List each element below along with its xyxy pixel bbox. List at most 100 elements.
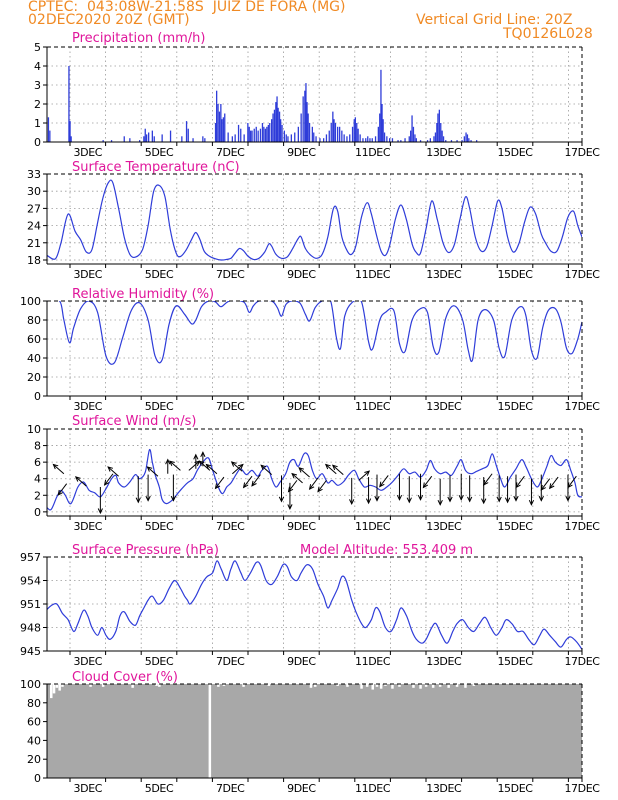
precip-bar — [437, 113, 439, 142]
y-tick-label: 33 — [27, 168, 41, 181]
wind-arrow-head — [567, 482, 573, 489]
y-tick-label: 6 — [34, 456, 41, 469]
y-tick-label: 40 — [27, 352, 41, 365]
x-tick-label: 17DEC — [564, 782, 600, 795]
x-tick-label: 3DEC — [74, 782, 103, 795]
precip-bar — [275, 102, 277, 142]
panel-title: Cloud Cover (%) — [72, 670, 178, 685]
precip-bar — [277, 107, 279, 142]
y-tick-label: 100 — [20, 678, 41, 691]
wind-arrow-head — [242, 482, 249, 489]
cloud-cover-gap — [155, 684, 158, 686]
cloud-cover-gap — [419, 684, 422, 689]
precip-bar — [281, 124, 283, 142]
cloud-cover-gap — [379, 684, 383, 689]
precip-bar — [266, 126, 268, 142]
y-tick-label: 80 — [27, 314, 41, 327]
wind-arrow-head — [365, 498, 372, 505]
precip-bar — [438, 109, 440, 142]
wind-arrow-head — [146, 466, 153, 472]
precip-bar — [359, 134, 361, 142]
precip-bar — [222, 117, 224, 142]
wind-arrow-head — [57, 489, 63, 496]
wind-arrow — [309, 477, 319, 490]
wind-arrow-head — [349, 499, 355, 506]
precip-bar — [377, 126, 379, 142]
precip-bar — [220, 104, 222, 142]
cloud-cover-gap — [336, 684, 339, 686]
x-tick-label: 5DEC — [145, 400, 174, 413]
precip-bar — [250, 130, 252, 142]
precip-bar — [349, 134, 351, 142]
precip-bar — [351, 126, 354, 142]
x-tick-label: 13DEC — [426, 146, 462, 159]
cloud-cover-gap — [365, 684, 369, 687]
wind-arrow-head — [278, 496, 285, 503]
cloud-cover-gap — [314, 684, 317, 687]
y-tick-label: 100 — [20, 295, 41, 308]
precip-bar — [313, 132, 315, 142]
wind-arrow-head — [230, 461, 237, 467]
precip-bar — [217, 104, 219, 142]
precip-bar — [450, 140, 453, 142]
precip-bar — [259, 128, 262, 142]
wind-arrow-head — [396, 494, 403, 501]
precip-bar — [144, 128, 146, 142]
wind-arrow — [515, 475, 525, 488]
cloud-cover-gap — [447, 684, 450, 688]
wind-arrow-head — [422, 482, 429, 489]
y-tick-label: 0 — [34, 506, 41, 519]
precip-bar — [397, 140, 399, 142]
precip-bar — [400, 140, 402, 142]
precip-bar — [280, 119, 282, 142]
series-line — [47, 449, 582, 511]
wind-arrow-head — [504, 497, 511, 504]
wind-arrow — [215, 476, 225, 489]
y-tick-label: 951 — [20, 598, 41, 611]
precip-bar — [330, 123, 332, 142]
x-tick-label: 15DEC — [497, 782, 533, 795]
precip-bar — [440, 123, 442, 142]
y-tick-label: 4 — [34, 473, 41, 486]
precip-bar — [276, 96, 278, 142]
y-tick-label: 2 — [34, 98, 41, 111]
wind-arrow — [291, 473, 303, 484]
precip-bar — [139, 140, 141, 142]
wind-arrow-head — [200, 451, 206, 458]
cloud-cover-gap — [398, 684, 401, 687]
wind-arrow — [540, 478, 551, 491]
wind-arrow-head — [565, 495, 571, 502]
precip-bar — [371, 138, 373, 142]
y-tick-label: 5 — [34, 41, 41, 54]
x-tick-label: 17DEC — [564, 655, 600, 668]
precip-bar — [290, 134, 292, 142]
wind-arrow-head — [317, 486, 323, 493]
wind-arrow — [549, 476, 559, 489]
wind-arrow-head — [549, 483, 555, 490]
x-tick-label: 9DEC — [287, 146, 316, 159]
wind-arrow — [298, 467, 310, 478]
precip-bar — [216, 90, 218, 142]
precip-bar — [311, 126, 313, 142]
x-tick-label: 11DEC — [355, 782, 391, 795]
wind-arrow — [147, 466, 159, 477]
precip-bar — [323, 138, 325, 142]
x-tick-label: 11DEC — [355, 655, 391, 668]
cloud-cover-gap — [50, 684, 53, 699]
wind-arrow — [53, 464, 65, 475]
precip-bar — [381, 104, 383, 142]
precip-bar — [185, 121, 188, 142]
cloud-cover-gap — [158, 684, 161, 687]
header-grid-line-note: Vertical Grid Line: 20Z — [416, 12, 573, 28]
precip-bar — [470, 140, 472, 142]
y-tick-label: 24 — [27, 220, 41, 233]
precip-bar — [187, 128, 189, 142]
precip-bar — [337, 126, 339, 142]
precip-bar — [433, 136, 435, 142]
wind-arrow-head — [193, 453, 199, 460]
precip-bar — [227, 132, 229, 142]
wind-arrow — [260, 464, 273, 475]
x-tick-label: 3DEC — [74, 520, 103, 533]
cloud-cover-gap — [309, 684, 313, 688]
y-tick-label: 40 — [27, 734, 41, 747]
